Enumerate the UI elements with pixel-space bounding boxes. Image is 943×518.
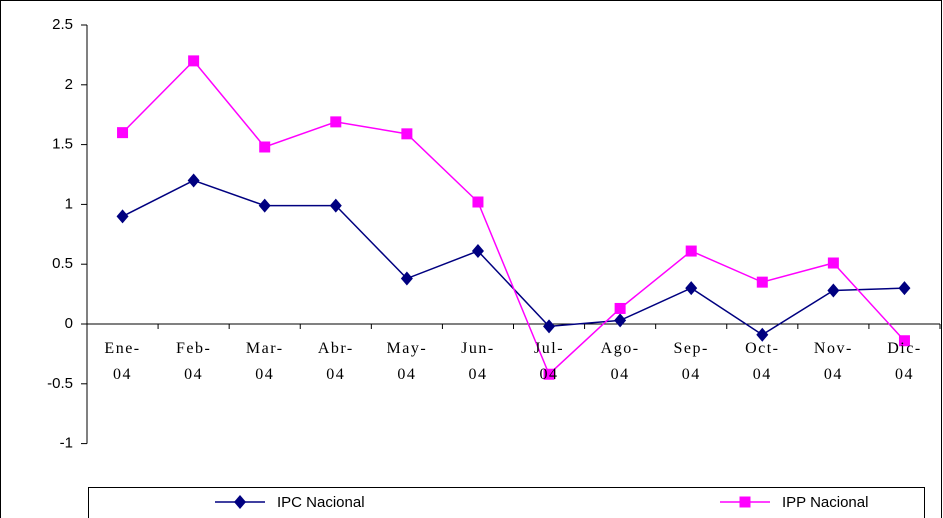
legend-label: IPP Nacional [782,494,868,511]
y-tick-label: 1.5 [52,136,73,153]
x-tick-label: Ago-04 [600,340,640,383]
marker [756,276,768,288]
marker [117,127,129,139]
y-tick-label: 2 [65,76,73,93]
legend-box [88,487,925,518]
x-tick-label: Dic-04 [887,340,922,383]
legend-label: IPC Nacional [277,494,365,511]
x-tick-label: May-04 [386,340,428,383]
marker [614,302,626,314]
marker [543,319,556,334]
y-tick-label: 1 [65,195,73,212]
series-line [122,179,905,336]
marker [188,55,200,67]
marker [401,128,413,140]
y-tick-label: 2.5 [52,16,73,33]
x-tick-label: Ene-04 [104,340,141,383]
y-tick-label: -0.5 [47,375,73,392]
y-tick-label: 0.5 [52,255,73,272]
marker [258,198,271,213]
marker [614,313,627,328]
marker [400,271,413,286]
x-tick-label: Feb-04 [175,340,212,383]
x-tick-label: Sep-04 [673,340,709,383]
marker [116,209,129,224]
marker [543,368,555,380]
marker [685,245,697,257]
x-tick-label: Abr-04 [317,340,354,383]
x-tick-label: Jun-04 [461,340,495,383]
marker [472,196,484,208]
marker [827,257,839,269]
marker [898,281,911,296]
marker [685,281,698,296]
x-tick-label: Mar-04 [245,340,284,383]
x-tick-label: Jul-04 [534,340,565,383]
marker [756,327,769,342]
y-tick-label: -1 [60,435,73,452]
marker [259,141,271,153]
marker [329,198,342,213]
marker [234,495,246,509]
x-tick-label: Oct-04 [745,340,780,383]
marker [739,496,751,508]
marker [827,283,840,298]
y-tick-label: 0 [65,315,73,332]
series-line [122,59,906,376]
x-tick-label: Nov-04 [813,340,853,383]
marker [187,173,200,188]
marker [471,244,484,259]
marker [330,116,342,128]
marker [898,335,910,347]
